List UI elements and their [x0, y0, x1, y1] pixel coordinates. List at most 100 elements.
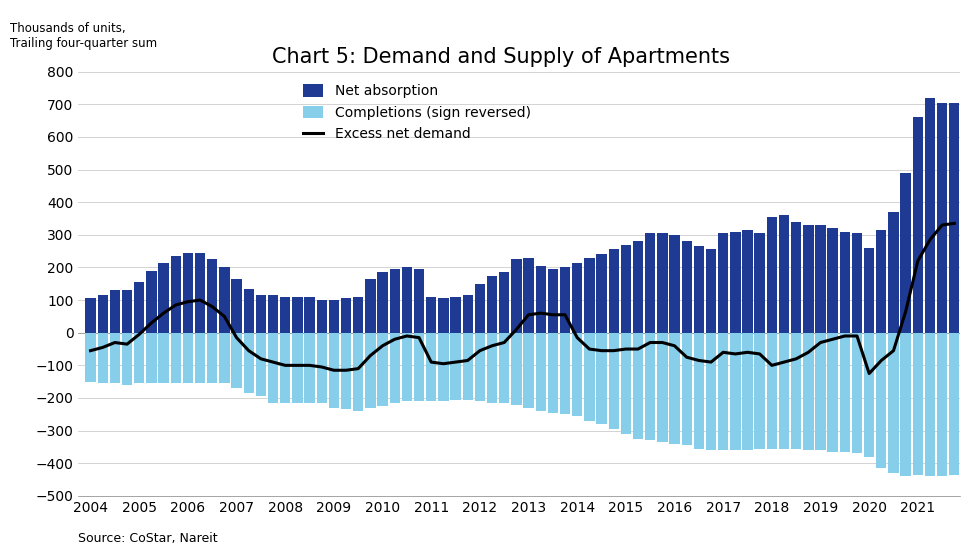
- Bar: [207, 333, 218, 383]
- Bar: [487, 333, 497, 403]
- Bar: [366, 279, 375, 333]
- Bar: [791, 333, 802, 449]
- Bar: [925, 98, 935, 333]
- Bar: [876, 333, 887, 468]
- Bar: [512, 333, 521, 404]
- Bar: [804, 333, 813, 450]
- Bar: [888, 333, 899, 473]
- Bar: [681, 241, 692, 333]
- Bar: [463, 333, 473, 399]
- Bar: [426, 333, 436, 401]
- Bar: [815, 225, 826, 333]
- Bar: [827, 228, 838, 333]
- Bar: [451, 297, 461, 333]
- Bar: [377, 272, 388, 333]
- Bar: [766, 333, 777, 449]
- Bar: [766, 217, 777, 333]
- Bar: [645, 333, 656, 440]
- Bar: [231, 279, 242, 333]
- Bar: [815, 333, 826, 450]
- Bar: [85, 299, 96, 333]
- Bar: [852, 333, 862, 453]
- Bar: [523, 333, 534, 408]
- Bar: [694, 246, 704, 333]
- Bar: [840, 333, 850, 452]
- Bar: [328, 300, 339, 333]
- Text: Chart 5: Demand and Supply of Apartments: Chart 5: Demand and Supply of Apartments: [272, 47, 730, 67]
- Bar: [256, 295, 266, 333]
- Bar: [852, 233, 862, 333]
- Bar: [718, 333, 728, 450]
- Bar: [597, 333, 607, 424]
- Bar: [548, 333, 558, 413]
- Bar: [827, 333, 838, 452]
- Bar: [901, 173, 910, 333]
- Bar: [122, 333, 132, 385]
- Bar: [402, 333, 412, 401]
- Bar: [402, 267, 412, 333]
- Bar: [317, 300, 327, 333]
- Bar: [755, 233, 764, 333]
- Bar: [146, 271, 157, 333]
- Bar: [669, 333, 680, 444]
- Bar: [110, 290, 121, 333]
- Bar: [597, 255, 607, 333]
- Bar: [353, 333, 364, 411]
- Bar: [694, 333, 704, 449]
- Bar: [718, 233, 728, 333]
- Bar: [268, 333, 278, 403]
- Bar: [280, 297, 290, 333]
- Bar: [669, 235, 680, 333]
- Bar: [328, 333, 339, 408]
- Bar: [499, 333, 510, 403]
- Bar: [912, 117, 923, 333]
- Bar: [220, 333, 229, 383]
- Bar: [609, 333, 618, 429]
- Bar: [134, 333, 144, 383]
- Bar: [658, 233, 667, 333]
- Bar: [681, 333, 692, 445]
- Bar: [341, 299, 351, 333]
- Bar: [925, 333, 935, 476]
- Bar: [414, 333, 424, 401]
- Bar: [122, 290, 132, 333]
- Bar: [548, 269, 558, 333]
- Bar: [256, 333, 266, 396]
- Bar: [474, 333, 485, 401]
- Bar: [645, 233, 656, 333]
- Bar: [523, 258, 534, 333]
- Text: Thousands of units,
Trailing four-quarter sum: Thousands of units, Trailing four-quarte…: [10, 22, 157, 50]
- Bar: [159, 333, 169, 383]
- Bar: [730, 231, 741, 333]
- Bar: [888, 212, 899, 333]
- Bar: [195, 253, 205, 333]
- Bar: [389, 333, 400, 403]
- Bar: [98, 333, 108, 383]
- Bar: [864, 248, 874, 333]
- Bar: [499, 272, 510, 333]
- Bar: [231, 333, 242, 388]
- Bar: [377, 333, 388, 406]
- Bar: [244, 333, 254, 393]
- Bar: [292, 297, 303, 333]
- Bar: [912, 333, 923, 474]
- Bar: [620, 245, 631, 333]
- Bar: [572, 262, 582, 333]
- Bar: [171, 333, 181, 383]
- Bar: [85, 333, 96, 382]
- Bar: [633, 333, 643, 439]
- Bar: [182, 253, 193, 333]
- Bar: [414, 269, 424, 333]
- Bar: [98, 295, 108, 333]
- Bar: [620, 333, 631, 434]
- Legend: Net absorption, Completions (sign reversed), Excess net demand: Net absorption, Completions (sign revers…: [297, 79, 536, 147]
- Bar: [110, 333, 121, 383]
- Bar: [560, 267, 570, 333]
- Bar: [950, 102, 959, 333]
- Bar: [864, 333, 874, 457]
- Bar: [195, 333, 205, 383]
- Bar: [220, 267, 229, 333]
- Bar: [706, 250, 716, 333]
- Bar: [804, 225, 813, 333]
- Bar: [779, 215, 789, 333]
